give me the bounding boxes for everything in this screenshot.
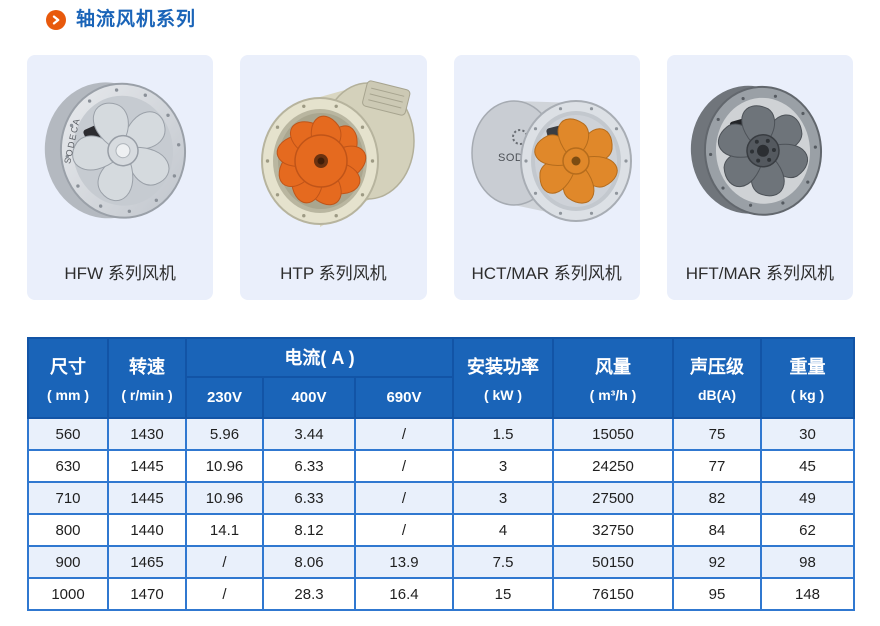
spec-cell: 1470 <box>107 577 187 611</box>
spec-table: 尺寸 ( mm ) 转速 ( r/min ) 电流( A ) 安装功率 ( kW… <box>27 337 855 611</box>
product-cards: SODECA HFW 系列风机 <box>27 55 853 300</box>
spec-cell: 6.33 <box>262 481 356 515</box>
spec-cell: / <box>354 417 454 451</box>
spec-cell: 28.3 <box>262 577 356 611</box>
spec-cell: / <box>354 481 454 515</box>
section-header: 轴流风机系列 <box>46 9 196 31</box>
spec-cell: 1445 <box>107 449 187 483</box>
spec-cell: 62 <box>760 513 855 547</box>
spec-cell: 15050 <box>552 417 674 451</box>
product-card-hfw[interactable]: SODECA HFW 系列风机 <box>27 55 214 300</box>
hft-mar-fan-image <box>690 85 822 216</box>
spec-cell: 1.5 <box>452 417 554 451</box>
section-title: 轴流风机系列 <box>76 9 197 30</box>
spec-cell: 24250 <box>552 449 674 483</box>
product-card-htp[interactable]: HTP 系列风机 <box>240 55 427 300</box>
hct-mar-fan-image: SODECA <box>470 100 632 222</box>
spec-cell: 1000 <box>27 577 109 611</box>
spec-cell: 630 <box>27 449 109 483</box>
spec-cell: 6.33 <box>262 449 356 483</box>
spec-cell: 1430 <box>107 417 187 451</box>
col-header-airflow: 风量 ( m³/h ) <box>552 337 674 419</box>
col-header-size: 尺寸 ( mm ) <box>27 337 109 419</box>
product-label-hft-mar: HFT/MAR 系列风机 <box>685 264 835 283</box>
spec-cell: 148 <box>760 577 855 611</box>
spec-cell: 5.96 <box>185 417 264 451</box>
spec-cell: / <box>354 513 454 547</box>
spec-row-800: 800 1440 14.1 8.12/4 32750 84 62 <box>27 513 855 547</box>
spec-table-container: 尺寸 ( mm ) 转速 ( r/min ) 电流( A ) 安装功率 ( kW… <box>27 337 855 611</box>
product-card-hft-mar[interactable]: HFT/MAR 系列风机 <box>666 55 853 300</box>
col-header-400v: 400V <box>262 375 356 420</box>
spec-cell: 710 <box>27 481 109 515</box>
hfw-fan-image: SODECA <box>44 82 187 219</box>
spec-cell: / <box>185 577 264 611</box>
htp-fan-image <box>261 80 416 227</box>
spec-cell: 50150 <box>552 545 674 579</box>
col-header-230v: 230V <box>185 375 264 420</box>
spec-cell: 7.5 <box>452 545 554 579</box>
spec-cell: 560 <box>27 417 109 451</box>
col-header-noise: 声压级 dB(A) <box>672 337 762 419</box>
product-label-hct-mar: HCT/MAR 系列风机 <box>471 264 622 283</box>
spec-cell: 8.12 <box>262 513 356 547</box>
spec-cell: 3.44 <box>262 417 356 451</box>
spec-cell: 800 <box>27 513 109 547</box>
spec-row-560: 560 1430 5.96 3.44/1.5 15050 75 30 <box>27 417 855 451</box>
spec-cell: 1465 <box>107 545 187 579</box>
product-label-hfw: HFW 系列风机 <box>64 264 176 283</box>
spec-cell: 49 <box>760 481 855 515</box>
spec-cell: / <box>185 545 264 579</box>
spec-cell: 92 <box>672 545 762 579</box>
spec-row-900: 900 1465/8.06 13.9 7.5 50150 92 98 <box>27 545 855 579</box>
spec-cell: 10.96 <box>185 449 264 483</box>
spec-cell: 3 <box>452 449 554 483</box>
spec-cell: 3 <box>452 481 554 515</box>
spec-cell: 4 <box>452 513 554 547</box>
spec-row-710: 710 1445 10.96 6.33/3 27500 82 49 <box>27 481 855 515</box>
product-card-hct-mar[interactable]: SODECA HCT/MAR 系列风机 <box>453 55 640 300</box>
spec-cell: 82 <box>672 481 762 515</box>
spec-cell: 95 <box>672 577 762 611</box>
spec-cell: 16.4 <box>354 577 454 611</box>
spec-cell: 900 <box>27 545 109 579</box>
spec-cell: 10.96 <box>185 481 264 515</box>
spec-cell: 1440 <box>107 513 187 547</box>
spec-table-body: 560 1430 5.96 3.44/1.5 15050 75 30 630 1445 10.96… <box>27 417 855 611</box>
chevron-right-icon <box>46 10 66 30</box>
spec-row-630: 630 1445 10.96 6.33/3 24250 77 45 <box>27 449 855 483</box>
spec-cell: 8.06 <box>262 545 356 579</box>
spec-cell: 30 <box>760 417 855 451</box>
spec-cell: 15 <box>452 577 554 611</box>
spec-cell: 45 <box>760 449 855 483</box>
spec-cell: 32750 <box>552 513 674 547</box>
spec-cell: 75 <box>672 417 762 451</box>
spec-cell: 1445 <box>107 481 187 515</box>
col-header-power: 安装功率 ( kW ) <box>452 337 554 419</box>
spec-cell: 27500 <box>552 481 674 515</box>
spec-cell: 13.9 <box>354 545 454 579</box>
col-header-690v: 690V <box>354 375 454 420</box>
spec-cell: 14.1 <box>185 513 264 547</box>
spec-cell: 84 <box>672 513 762 547</box>
col-header-weight: 重量 ( kg ) <box>760 337 855 419</box>
col-header-current-group: 电流( A ) <box>185 337 454 378</box>
col-header-speed: 转速 ( r/min ) <box>107 337 187 419</box>
spec-cell: 98 <box>760 545 855 579</box>
spec-row-1000: 1000 1470/28.3 16.4 15 76150 95 148 <box>27 577 855 611</box>
spec-cell: 77 <box>672 449 762 483</box>
product-label-htp: HTP 系列风机 <box>280 264 387 283</box>
spec-cell: / <box>354 449 454 483</box>
spec-cell: 76150 <box>552 577 674 611</box>
